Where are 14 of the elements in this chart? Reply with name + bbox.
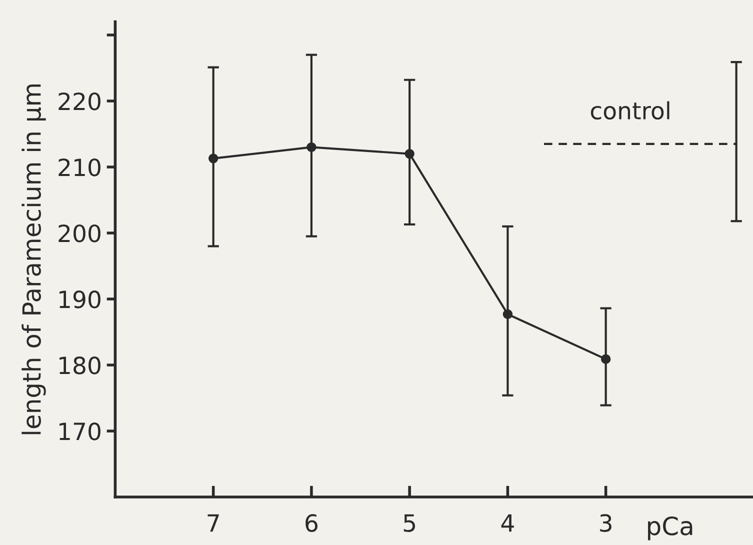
x-tick-label: 5 bbox=[404, 514, 416, 532]
y-tick-label: 210 bbox=[58, 158, 100, 176]
y-tick-label: 190 bbox=[60, 290, 100, 308]
x-tick-label: 6 bbox=[306, 514, 318, 532]
x-tick-label: 4 bbox=[501, 514, 514, 532]
series-label: control bbox=[590, 101, 670, 120]
x-axis-title: pCa bbox=[648, 516, 692, 540]
x-tick-label: 7 bbox=[208, 514, 219, 532]
y-tick-label: 220 bbox=[58, 92, 100, 110]
y-axis-title: length of Paramecium in μm bbox=[22, 84, 46, 434]
y-tick-label: 170 bbox=[60, 422, 100, 440]
x-tick-label: 3 bbox=[600, 514, 612, 532]
y-tick-label: 180 bbox=[60, 356, 100, 374]
y-tick-label: 200 bbox=[58, 224, 100, 242]
